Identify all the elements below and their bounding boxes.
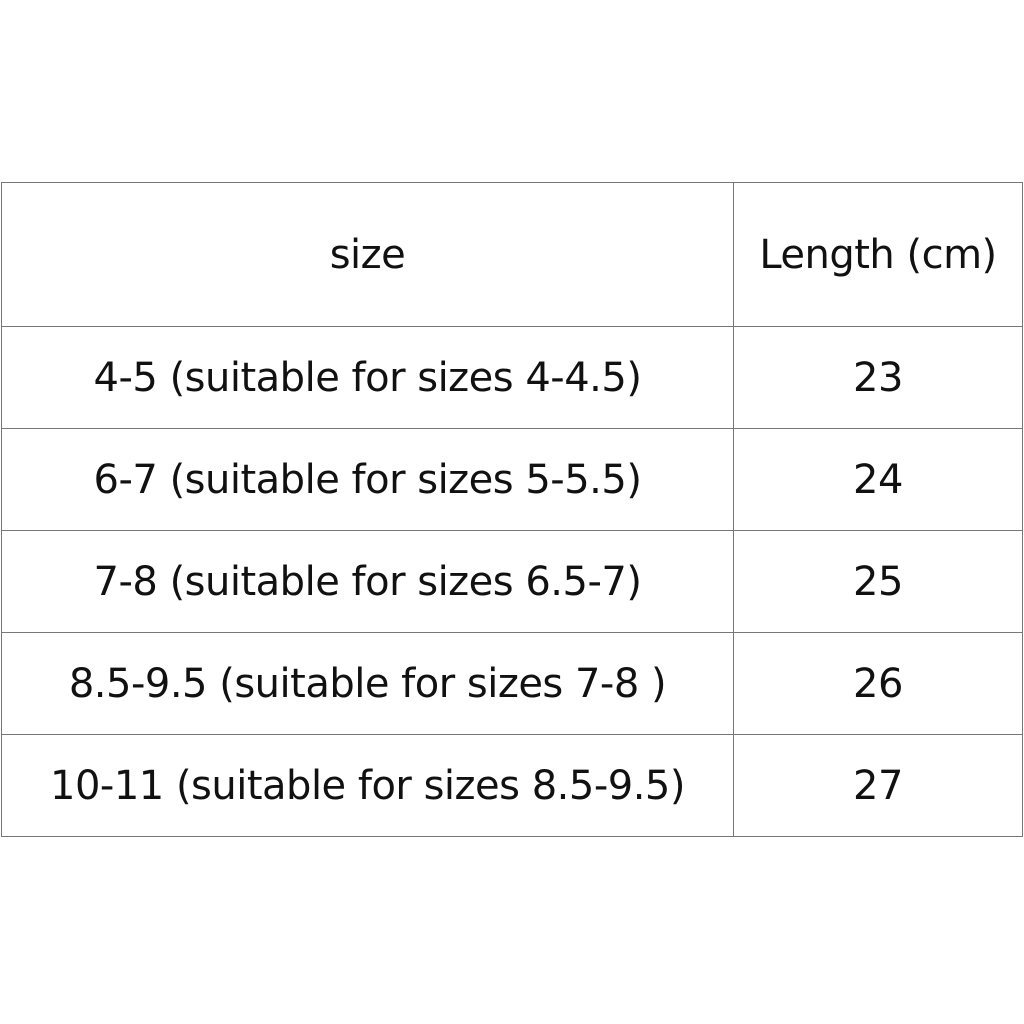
table-row: 4-5 (suitable for sizes 4-4.5) 23 <box>1 326 1023 429</box>
size-cell: 7-8 (suitable for sizes 6.5-7) <box>1 530 734 633</box>
length-cell: 25 <box>733 530 1023 633</box>
table-row: 10-11 (suitable for sizes 8.5-9.5) 27 <box>1 734 1023 837</box>
length-cell: 26 <box>733 632 1023 735</box>
length-cell: 24 <box>733 428 1023 531</box>
size-cell: 8.5-9.5 (suitable for sizes 7-8 ) <box>1 632 734 735</box>
size-cell: 4-5 (suitable for sizes 4-4.5) <box>1 326 734 429</box>
length-cell: 23 <box>733 326 1023 429</box>
size-chart-table: size Length (cm) 4-5 (suitable for sizes… <box>1 182 1023 837</box>
table-header-row: size Length (cm) <box>1 182 1023 327</box>
size-cell: 10-11 (suitable for sizes 8.5-9.5) <box>1 734 734 837</box>
length-cell: 27 <box>733 734 1023 837</box>
header-length: Length (cm) <box>733 182 1023 327</box>
table-row: 6-7 (suitable for sizes 5-5.5) 24 <box>1 428 1023 531</box>
table-row: 7-8 (suitable for sizes 6.5-7) 25 <box>1 530 1023 633</box>
table-row: 8.5-9.5 (suitable for sizes 7-8 ) 26 <box>1 632 1023 735</box>
size-cell: 6-7 (suitable for sizes 5-5.5) <box>1 428 734 531</box>
header-size: size <box>1 182 734 327</box>
